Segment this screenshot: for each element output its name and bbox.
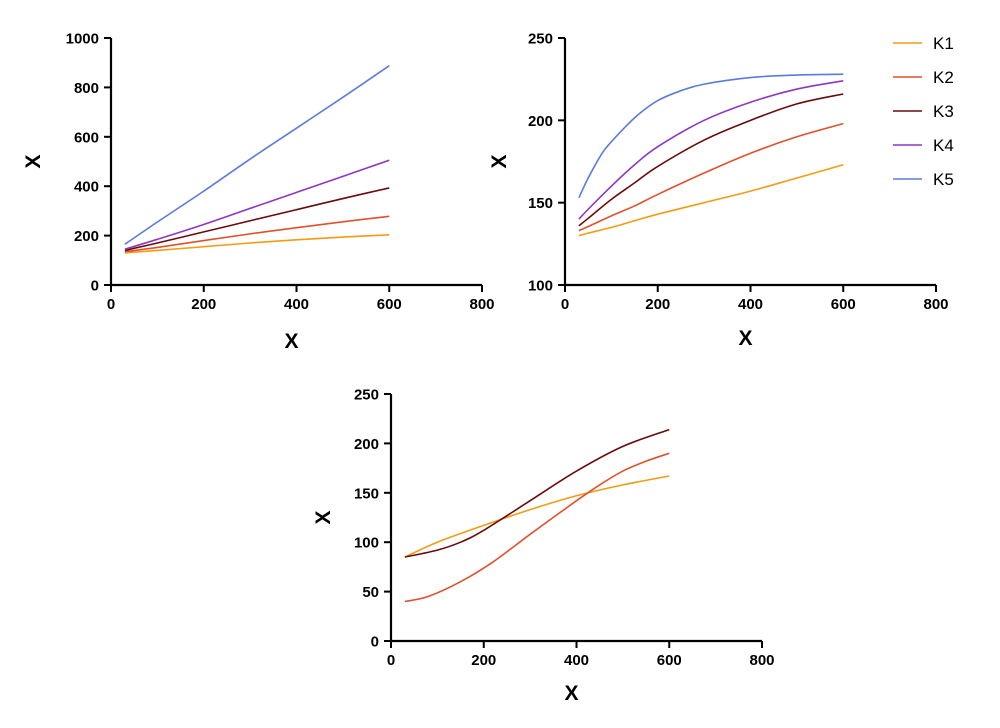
series-line-k2 [124,215,390,253]
x-axis-title: X [564,682,578,705]
y-tick-label: 250 [354,387,379,404]
series-line-k4 [578,80,844,220]
x-tick-label: 0 [561,296,569,313]
y-tick-label: 150 [354,485,379,502]
y-axis-title: X [488,154,511,168]
y-tick-label: 400 [74,179,99,196]
legend: K1 K2 K3 K4 K5 [893,34,954,189]
legend-label-k4: K4 [933,136,954,155]
legend-label-k3: K3 [933,102,954,121]
y-tick-label: 0 [371,634,379,651]
x-tick-label: 200 [191,296,216,313]
x-tick-label: 400 [738,296,763,313]
y-tick-label: 200 [528,113,553,130]
y-axis-title: X [312,510,335,524]
series-line-k1 [124,234,390,254]
y-tick-label: 250 [528,31,553,48]
x-tick-label: 800 [923,296,948,313]
series-line-k1 [578,164,844,237]
series-line-k2 [578,122,844,232]
chart-panel-1: 0 200 400 600 800 0 200 400 600 800 1000 X X [22,31,495,354]
x-tick-label: 600 [831,296,856,313]
y-tick-label: 100 [354,535,379,552]
y-tick-label: 0 [91,278,99,295]
x-tick-label: 0 [387,652,395,669]
y-tick-label: 600 [74,129,99,146]
legend-label-k5: K5 [933,170,954,189]
y-tick-label: 1000 [66,31,99,48]
x-tick-label: 800 [469,296,494,313]
legend-label-k2: K2 [933,68,954,87]
series-line-k5 [124,64,390,245]
series-line-curve-2 [404,452,670,603]
series-line-curve-1 [404,475,670,558]
chart-panel-2: 0 200 400 600 800 100 150 200 250 X X K1 K2 K3 K4 K5 [488,31,954,351]
chart-panel-3: 0 200 400 600 800 0 50 100 150 200 250 X X [312,387,775,706]
y-tick-label: 150 [528,195,553,212]
x-tick-label: 600 [377,296,402,313]
x-tick-label: 600 [657,652,682,669]
x-tick-label: 0 [107,296,115,313]
y-tick-label: 200 [74,228,99,245]
y-tick-label: 200 [354,436,379,453]
x-axis-title: X [284,330,298,353]
y-tick-label: 50 [362,584,379,601]
y-axis-title: X [22,154,45,168]
series-line-k4 [124,159,390,250]
x-tick-label: 200 [471,652,496,669]
y-tick-label: 800 [74,80,99,97]
series-line-k3 [124,187,390,252]
series-line-curve-3 [404,428,670,558]
series-line-k5 [578,73,844,199]
x-tick-label: 800 [749,652,774,669]
x-axis-title: X [738,327,752,350]
y-tick-label: 100 [528,278,553,295]
x-tick-label: 400 [284,296,309,313]
x-tick-label: 200 [645,296,670,313]
legend-label-k1: K1 [933,34,954,53]
x-tick-label: 400 [564,652,589,669]
series-line-k3 [578,93,844,227]
